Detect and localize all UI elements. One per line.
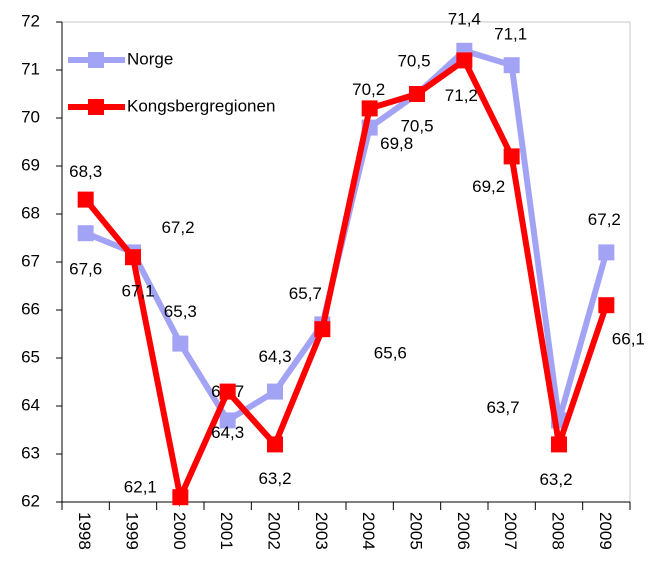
x-tick-label: 2007 [501,512,520,550]
legend-label: Kongsbergregionen [127,96,275,115]
data-label: 67,2 [161,218,194,237]
x-tick-label: 1999 [123,512,142,550]
data-label: 69,2 [472,177,505,196]
legend-marker [88,52,104,68]
point-marker [456,52,473,69]
data-label: 63,7 [486,398,519,417]
data-label: 70,5 [400,116,433,135]
y-tick-label: 63 [21,443,40,462]
y-tick-label: 64 [21,395,40,414]
y-tick-label: 65 [21,347,40,366]
data-label: 71,4 [448,9,481,28]
data-label: 63,2 [539,470,572,489]
legend-marker [88,99,104,115]
point-marker [314,321,331,338]
data-label: 65,7 [289,284,322,303]
y-tick-label: 62 [21,491,40,510]
point-marker [267,436,283,453]
x-tick-label: 2001 [217,512,236,550]
x-tick-label: 2003 [312,512,331,550]
series-line [83,55,610,508]
y-tick-label: 66 [21,299,40,318]
point-marker [172,335,189,352]
data-label: 65,6 [374,344,407,363]
point-marker [598,297,615,314]
y-tick-label: 71 [21,59,40,78]
y-tick-label: 67 [21,251,40,270]
point-marker [267,383,283,400]
x-tick-label: 2008 [549,512,568,550]
x-tick-label: 2005 [407,512,426,550]
x-tick-label: 2006 [454,512,473,550]
x-tick-label: 2004 [359,512,378,550]
point-marker [551,436,567,453]
point-marker [219,383,236,400]
point-marker [77,225,94,242]
point-marker [125,249,141,266]
point-marker [503,148,520,165]
data-label: 71,2 [445,86,478,105]
data-label: 67,2 [588,210,621,229]
point-marker [598,244,615,261]
point-marker [172,489,189,506]
data-label: 68,3 [69,162,102,181]
point-marker [361,100,378,117]
data-label: 70,2 [352,80,385,99]
point-marker [409,86,425,102]
data-label: 67,6 [69,260,102,279]
legend-label: Norge [127,49,173,68]
x-tick-label: 1998 [75,512,94,550]
y-tick-label: 69 [21,155,40,174]
point-marker [219,412,236,429]
data-label: 64,3 [211,423,244,442]
y-tick-label: 70 [21,107,40,126]
data-label: 62,1 [124,478,157,497]
point-marker [77,191,94,208]
data-label: 70,5 [397,51,430,70]
data-label: 66,1 [612,330,645,349]
data-label: 65,3 [164,302,197,321]
point-marker [503,57,520,74]
data-label: 63,2 [258,469,291,488]
x-tick-label: 2000 [170,512,189,550]
data-label: 69,8 [380,134,413,153]
x-tick-label: 2009 [596,512,615,550]
data-label: 64,3 [258,347,291,366]
x-tick-label: 2002 [265,512,284,550]
y-tick-label: 72 [21,11,40,30]
y-tick-label: 68 [21,203,40,222]
data-label: 67,1 [121,282,154,301]
data-label: 71,1 [494,25,527,44]
plot-frame [61,21,631,503]
